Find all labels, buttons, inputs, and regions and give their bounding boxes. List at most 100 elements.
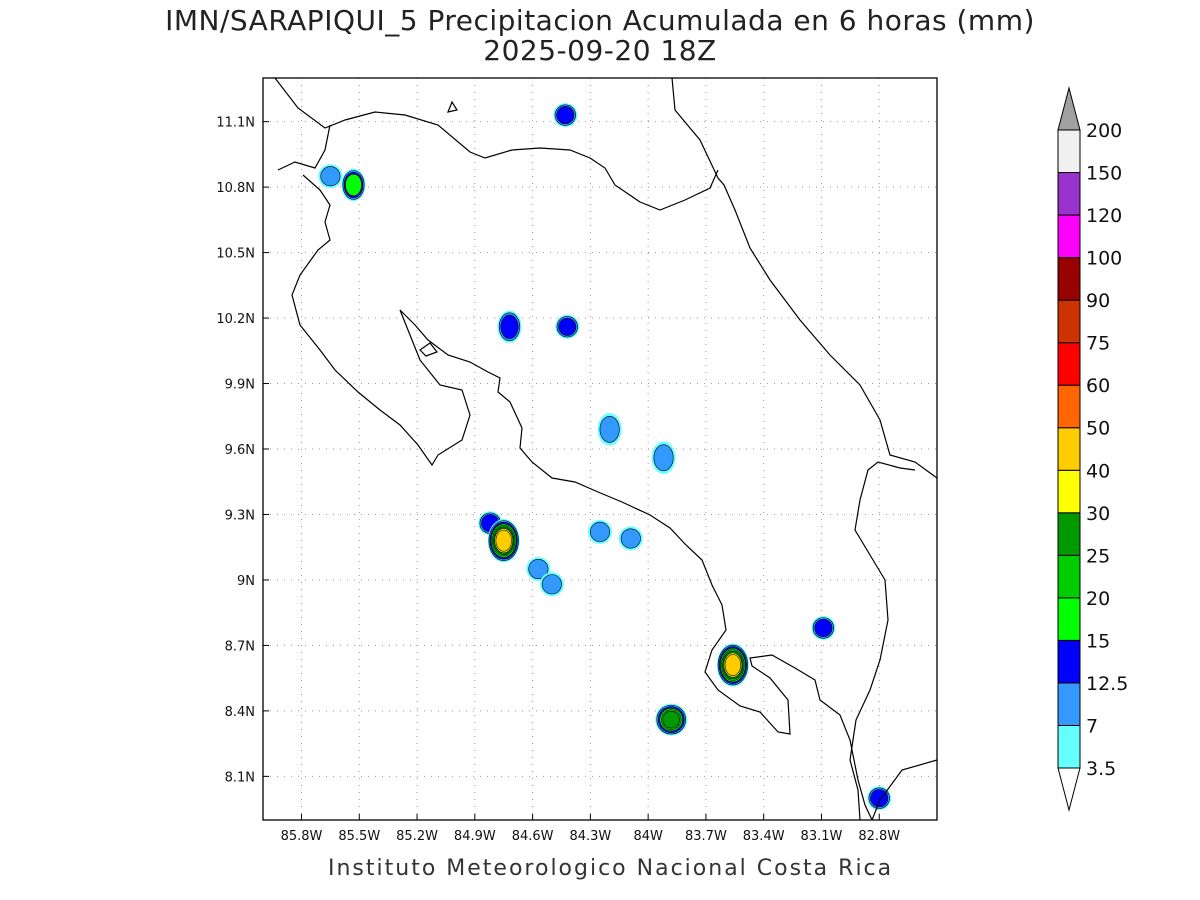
colorbar-label: 150 [1086, 163, 1122, 185]
precip-contour [814, 618, 833, 637]
colorbar-swatch [1057, 554, 1081, 599]
colorbar-label: 200 [1086, 120, 1122, 142]
caribbean-coast-line [671, 78, 937, 479]
colorbar-swatch [1057, 512, 1081, 556]
precip-cell [618, 526, 643, 551]
precip-contour [556, 106, 575, 125]
lat-tick-label: 9.3N [225, 508, 255, 523]
coast-island [419, 342, 438, 357]
colorbar-label: 100 [1086, 248, 1122, 270]
colorbar-swatch [1057, 257, 1081, 301]
lon-tick-label: 83.1W [801, 829, 843, 844]
map-gridlines [263, 78, 937, 820]
lon-tick-label: 84.9W [454, 829, 496, 844]
colorbar-swatch [1057, 597, 1081, 641]
panama-pacific-coast [871, 759, 937, 820]
colorbar-under-triangle [1057, 767, 1081, 812]
lon-tick-label: 83.7W [685, 829, 727, 844]
lat-tick-label: 11.1N [216, 116, 255, 131]
precip-contour [541, 574, 562, 595]
precip-contour [870, 789, 889, 808]
colorbar-swatch [1057, 682, 1081, 726]
lon-tick-label: 82.8W [858, 829, 900, 844]
precipitation-field [318, 103, 892, 811]
precip-contour [653, 444, 674, 472]
lake-island [447, 100, 458, 113]
lon-tick-label: 84.3W [569, 829, 611, 844]
colorbar-label: 40 [1086, 460, 1110, 482]
colorbar-label: 75 [1086, 333, 1110, 355]
colorbar-label: 60 [1086, 375, 1110, 397]
precip-contour [495, 529, 512, 552]
colorbar-label: 30 [1086, 503, 1110, 525]
precip-contour [620, 528, 641, 549]
lat-tick-label: 8.1N [225, 770, 255, 785]
precip-contour [500, 314, 519, 339]
colorbar-swatch [1057, 384, 1081, 429]
credit-line: Instituto Meteorologico Nacional Costa R… [328, 856, 894, 881]
precip-contour [724, 654, 742, 676]
precip-cell [651, 441, 676, 474]
colorbar-label: 20 [1086, 588, 1110, 610]
colorbar-label: 3.5 [1086, 758, 1116, 780]
colorbar-label: 50 [1086, 418, 1110, 440]
precip-cell [716, 643, 749, 687]
colorbar-swatch [1057, 129, 1081, 174]
map-frame [262, 77, 938, 821]
lon-tick-label: 85.5W [338, 829, 380, 844]
colorbar: 3.5 7 12.5 15 20 25 30 40 50 60 75 90 100 120 150 200 [1057, 86, 1128, 812]
lon-tick-label: 84.6W [512, 829, 554, 844]
lat-tick-label: 10.5N [216, 247, 255, 262]
lon-tick-label: 85.2W [396, 829, 438, 844]
colorbar-swatch [1057, 469, 1081, 514]
precip-cell [497, 310, 522, 343]
precip-contour [662, 710, 680, 729]
longitude-axis-labels: 85.8W 85.5W 85.2W 84.9W 84.6W 84.3W 84W 83.7W 83… [281, 829, 901, 844]
precip-cell [597, 413, 622, 446]
precip-contour [528, 559, 549, 580]
precip-cell [539, 572, 564, 597]
map-title: IMN/SARAPIQUI_5 Precipitacion Acumulada … [165, 4, 1035, 37]
lat-tick-label: 10.2N [216, 312, 255, 327]
lat-tick-label: 8.7N [225, 639, 255, 654]
panama-border-line [849, 461, 916, 820]
lat-tick-label: 9.9N [225, 378, 255, 393]
northern-border-line [274, 78, 719, 211]
colorbar-label: 7 [1086, 715, 1098, 737]
colorbar-swatch [1057, 214, 1081, 259]
colorbar-over-triangle [1057, 86, 1081, 131]
precip-contour [320, 166, 341, 187]
colorbar-swatch [1057, 299, 1081, 344]
colorbar-swatch [1057, 427, 1081, 471]
precip-cell [341, 168, 366, 202]
colorbar-swatch [1057, 172, 1081, 216]
precip-contour [558, 317, 577, 336]
colorbar-label: 120 [1086, 205, 1122, 227]
map-valid-time: 2025-09-20 18Z [483, 34, 717, 67]
colorbar-label: 90 [1086, 290, 1110, 312]
precip-contour [599, 415, 620, 443]
colorbar-swatch [1057, 342, 1081, 386]
precip-contour [345, 173, 362, 197]
colorbar-label: 15 [1086, 630, 1110, 652]
precip-cell [487, 519, 520, 563]
lat-tick-label: 8.4N [225, 705, 255, 720]
pacific-coast-line [277, 124, 873, 820]
lon-tick-label: 85.8W [281, 829, 323, 844]
lat-tick-label: 9N [237, 574, 255, 589]
precip-cell [555, 314, 580, 339]
latitude-axis-labels: 11.1N 10.8N 10.5N 10.2N 9.9N 9.6N 9.3N 9N 8.7N 8.… [216, 116, 255, 786]
lon-tick-label: 83.4W [743, 829, 785, 844]
lon-tick-label: 84W [633, 829, 663, 844]
precip-cell [553, 103, 578, 128]
precip-contour [590, 521, 610, 542]
colorbar-label: 12.5 [1086, 673, 1128, 695]
colorbar-swatch [1057, 724, 1081, 769]
lat-tick-label: 9.6N [225, 443, 255, 458]
coastline-and-borders [274, 78, 937, 820]
colorbar-swatch [1057, 639, 1081, 684]
precip-cell [318, 164, 343, 189]
precip-cell [588, 519, 612, 544]
lat-tick-label: 10.8N [216, 181, 255, 196]
